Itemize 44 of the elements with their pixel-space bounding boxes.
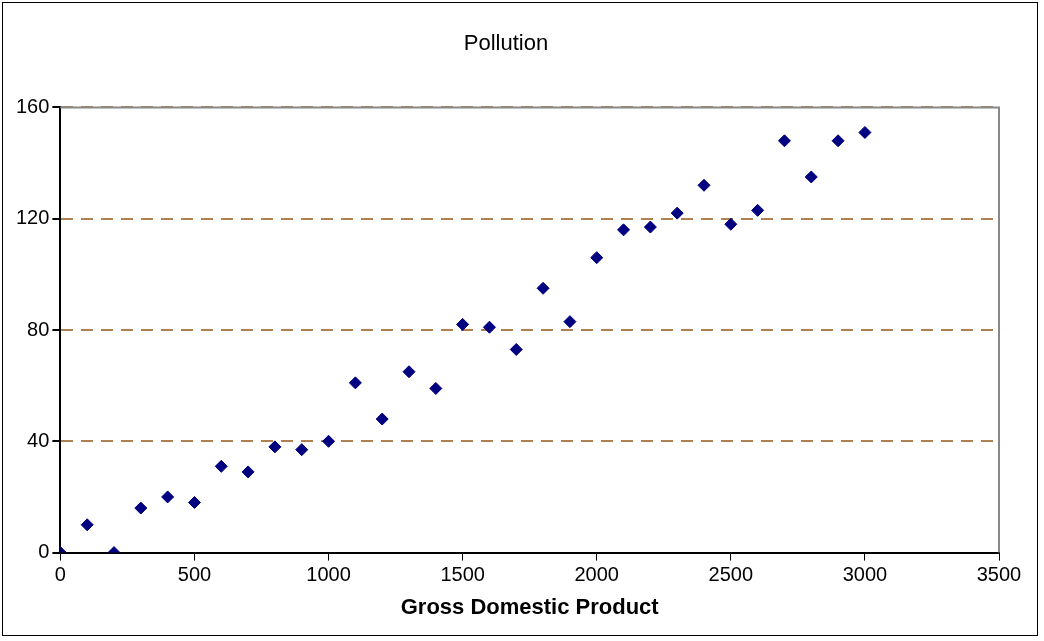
point <box>697 178 711 192</box>
point <box>187 496 201 510</box>
point <box>214 459 228 473</box>
point <box>295 443 309 457</box>
y-tick-label: 120 <box>15 206 50 229</box>
point <box>751 203 765 217</box>
x-tick-label: 1000 <box>306 563 351 586</box>
point <box>617 223 631 237</box>
point <box>456 317 470 331</box>
point <box>643 220 657 234</box>
point <box>804 170 818 184</box>
x-tick-label: 2000 <box>574 563 619 586</box>
point <box>536 281 550 295</box>
point <box>348 376 362 390</box>
point <box>134 501 148 515</box>
point <box>831 134 845 148</box>
x-tick-label: 500 <box>177 563 212 586</box>
point <box>858 125 872 139</box>
point <box>590 251 604 265</box>
y-tick-label: 40 <box>27 428 50 451</box>
point <box>670 206 684 220</box>
point <box>161 490 175 504</box>
y-tick-label: 160 <box>15 94 50 117</box>
point <box>724 217 738 231</box>
x-tick-label: 1500 <box>440 563 485 586</box>
chart-title: Pollution <box>463 30 549 56</box>
point <box>80 518 94 532</box>
point <box>482 320 496 334</box>
point <box>375 412 389 426</box>
point <box>777 134 791 148</box>
x-tick-label: 2500 <box>708 563 754 586</box>
y-tick-label: 80 <box>27 317 50 340</box>
point <box>322 434 336 448</box>
x-tick-label: 3000 <box>842 563 888 586</box>
point <box>268 440 282 454</box>
point <box>241 465 255 479</box>
x-tick-label: 3500 <box>976 563 1022 586</box>
point <box>429 381 443 395</box>
x-axis-title: Gross Domestic Product <box>400 593 660 619</box>
point <box>563 315 577 329</box>
x-tick-label: 0 <box>54 563 66 586</box>
point <box>509 342 523 356</box>
point <box>402 365 416 379</box>
y-tick-label: 0 <box>38 540 50 563</box>
